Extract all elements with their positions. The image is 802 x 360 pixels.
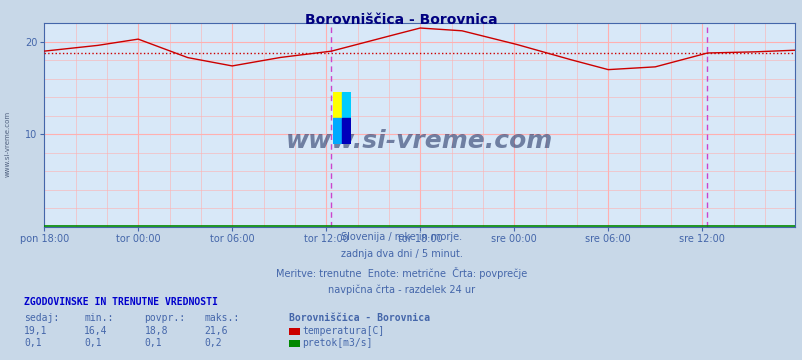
Text: Borovniščica - Borovnica: Borovniščica - Borovnica bbox=[305, 13, 497, 27]
Text: 16,4: 16,4 bbox=[84, 326, 107, 336]
Bar bbox=[333, 118, 342, 144]
Bar bbox=[333, 92, 342, 118]
Text: maks.:: maks.: bbox=[205, 313, 240, 323]
Text: www.si-vreme.com: www.si-vreme.com bbox=[5, 111, 11, 177]
Bar bbox=[342, 92, 350, 118]
Text: 21,6: 21,6 bbox=[205, 326, 228, 336]
Text: povpr.:: povpr.: bbox=[144, 313, 185, 323]
Text: Meritve: trenutne  Enote: metrične  Črta: povprečje: Meritve: trenutne Enote: metrične Črta: … bbox=[276, 267, 526, 279]
Bar bbox=[342, 118, 350, 144]
Text: ZGODOVINSKE IN TRENUTNE VREDNOSTI: ZGODOVINSKE IN TRENUTNE VREDNOSTI bbox=[24, 297, 217, 307]
Text: 0,1: 0,1 bbox=[84, 338, 102, 348]
Text: Borovniščica - Borovnica: Borovniščica - Borovnica bbox=[289, 313, 430, 323]
Text: min.:: min.: bbox=[84, 313, 114, 323]
Text: temperatura[C]: temperatura[C] bbox=[302, 326, 383, 336]
Text: pretok[m3/s]: pretok[m3/s] bbox=[302, 338, 372, 348]
Text: 0,1: 0,1 bbox=[24, 338, 42, 348]
Text: 0,1: 0,1 bbox=[144, 338, 162, 348]
Text: 0,2: 0,2 bbox=[205, 338, 222, 348]
Text: 18,8: 18,8 bbox=[144, 326, 168, 336]
Text: www.si-vreme.com: www.si-vreme.com bbox=[286, 129, 553, 153]
Text: Slovenija / reke in morje.: Slovenija / reke in morje. bbox=[341, 232, 461, 242]
Text: zadnja dva dni / 5 minut.: zadnja dva dni / 5 minut. bbox=[340, 249, 462, 260]
Text: 19,1: 19,1 bbox=[24, 326, 47, 336]
Text: sedaj:: sedaj: bbox=[24, 313, 59, 323]
Text: navpična črta - razdelek 24 ur: navpična črta - razdelek 24 ur bbox=[327, 284, 475, 294]
